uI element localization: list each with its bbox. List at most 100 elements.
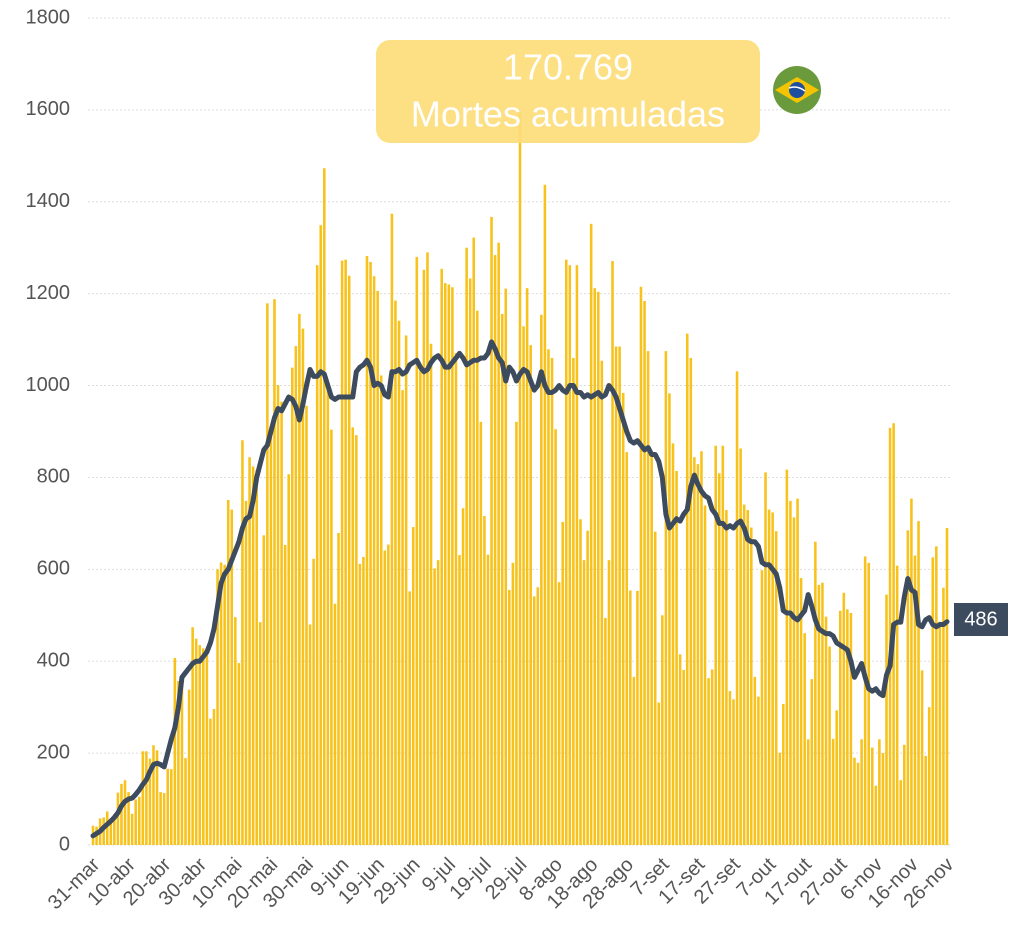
y-tick-label: 200 bbox=[37, 741, 70, 763]
bar bbox=[212, 709, 216, 845]
bar bbox=[422, 269, 426, 846]
bar bbox=[365, 255, 369, 846]
bar bbox=[479, 421, 483, 845]
bar bbox=[333, 603, 337, 845]
bar bbox=[525, 288, 529, 845]
bar bbox=[447, 284, 451, 845]
bar bbox=[436, 560, 440, 845]
bar bbox=[340, 260, 344, 845]
bar bbox=[280, 401, 283, 845]
bar bbox=[177, 680, 180, 845]
bar bbox=[283, 544, 287, 845]
bar bbox=[913, 555, 917, 845]
bar bbox=[618, 346, 621, 845]
bar bbox=[298, 313, 301, 846]
bar bbox=[127, 792, 130, 845]
bar bbox=[362, 556, 365, 845]
flag-icon bbox=[773, 66, 821, 114]
bar bbox=[500, 313, 504, 846]
bar bbox=[408, 591, 411, 845]
bar bbox=[764, 472, 767, 845]
bar bbox=[529, 345, 532, 845]
bar bbox=[511, 562, 515, 845]
bar bbox=[187, 689, 191, 845]
bar bbox=[792, 517, 796, 845]
bar bbox=[885, 594, 888, 845]
bar bbox=[682, 669, 685, 845]
bar bbox=[347, 275, 351, 846]
bar bbox=[810, 679, 814, 845]
bar bbox=[554, 429, 557, 845]
bar bbox=[693, 457, 696, 845]
bar bbox=[202, 648, 205, 845]
bar bbox=[344, 259, 347, 845]
bar bbox=[315, 265, 319, 845]
bar bbox=[753, 676, 757, 845]
bar bbox=[746, 510, 750, 845]
bar bbox=[547, 349, 550, 845]
bar bbox=[170, 769, 173, 845]
bar bbox=[372, 276, 376, 845]
y-tick-label: 600 bbox=[37, 558, 70, 580]
bar bbox=[258, 622, 262, 845]
bar bbox=[429, 343, 433, 845]
bar bbox=[540, 314, 543, 845]
bar bbox=[895, 565, 899, 845]
bar bbox=[219, 562, 223, 845]
bar bbox=[468, 278, 472, 845]
bar bbox=[799, 578, 803, 845]
bar bbox=[561, 522, 564, 845]
bar bbox=[173, 658, 177, 845]
y-tick-label: 1600 bbox=[26, 98, 71, 120]
bar bbox=[924, 755, 927, 845]
bar bbox=[440, 268, 443, 845]
bar bbox=[931, 557, 935, 845]
bar bbox=[294, 346, 298, 845]
annotation-label: Mortes acumuladas bbox=[411, 94, 725, 135]
bar bbox=[700, 451, 703, 845]
bar bbox=[935, 546, 938, 845]
bar bbox=[778, 752, 782, 845]
bar bbox=[821, 582, 824, 845]
bar bbox=[305, 405, 308, 845]
bar bbox=[842, 592, 846, 845]
bar bbox=[433, 568, 436, 845]
bar bbox=[209, 718, 212, 845]
bar bbox=[536, 587, 540, 845]
bar bbox=[337, 533, 340, 845]
bar bbox=[789, 500, 792, 845]
bar bbox=[942, 587, 945, 845]
bar bbox=[497, 242, 500, 845]
bar bbox=[308, 624, 312, 845]
bar bbox=[938, 621, 942, 845]
bar bbox=[234, 617, 237, 845]
bar bbox=[415, 256, 419, 845]
bar bbox=[629, 590, 632, 845]
bar bbox=[760, 570, 764, 845]
bar bbox=[266, 303, 269, 845]
bar bbox=[774, 531, 778, 845]
bar bbox=[152, 745, 155, 845]
bar bbox=[251, 466, 255, 845]
bar bbox=[269, 437, 273, 845]
bar bbox=[782, 703, 785, 845]
bar bbox=[589, 223, 593, 845]
bar bbox=[515, 421, 518, 845]
lines bbox=[90, 339, 950, 839]
bar bbox=[643, 301, 646, 845]
bar bbox=[148, 758, 152, 845]
bar bbox=[607, 560, 611, 845]
bar bbox=[394, 300, 397, 845]
last-value-box bbox=[954, 603, 1008, 636]
bar bbox=[621, 392, 625, 845]
bar bbox=[255, 470, 258, 845]
bars bbox=[91, 112, 949, 846]
bar bbox=[806, 739, 810, 845]
bar bbox=[508, 590, 511, 845]
bar bbox=[241, 440, 244, 845]
bar bbox=[614, 346, 618, 845]
bar bbox=[846, 609, 849, 845]
bar bbox=[522, 326, 525, 845]
bar bbox=[803, 633, 806, 845]
bar bbox=[739, 448, 742, 845]
